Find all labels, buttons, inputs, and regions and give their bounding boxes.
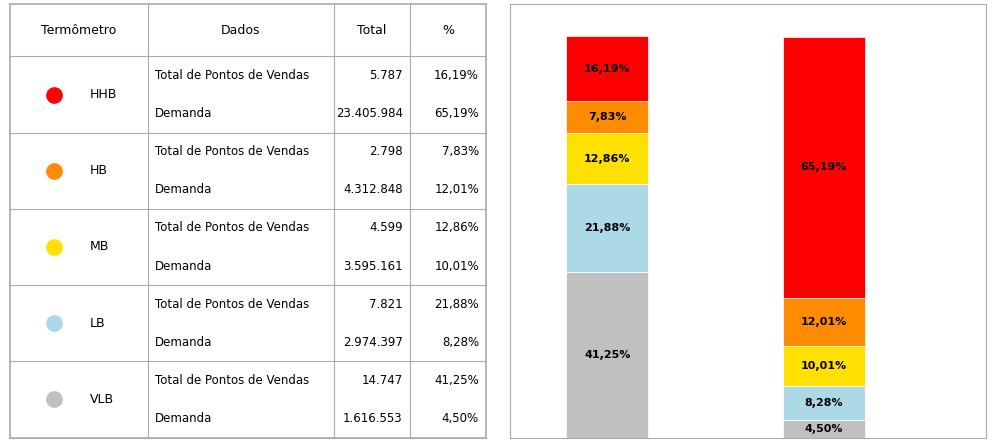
Bar — [783, 37, 865, 298]
Text: LB: LB — [90, 317, 106, 330]
Text: 4.312.848: 4.312.848 — [344, 183, 402, 196]
Text: 21,88%: 21,88% — [434, 297, 479, 311]
Text: 12,01%: 12,01% — [801, 317, 847, 327]
Text: Demanda: Demanda — [155, 107, 212, 120]
Text: 4.599: 4.599 — [370, 221, 402, 234]
Text: Dados: Dados — [221, 24, 261, 37]
Bar — [566, 272, 648, 438]
Text: %: % — [442, 24, 454, 37]
Bar — [566, 37, 648, 101]
Text: 3.595.161: 3.595.161 — [344, 259, 402, 273]
Text: 23.405.984: 23.405.984 — [336, 107, 402, 120]
Bar — [783, 386, 865, 419]
Text: 16,19%: 16,19% — [434, 69, 479, 82]
Text: 2.798: 2.798 — [370, 145, 402, 158]
Bar — [783, 346, 865, 386]
Text: 16,19%: 16,19% — [584, 64, 630, 74]
Text: Demanda: Demanda — [155, 183, 212, 196]
Text: 21,88%: 21,88% — [584, 223, 630, 233]
Text: HB: HB — [90, 164, 108, 177]
Bar — [783, 419, 865, 438]
Text: Total de Pontos de Vendas: Total de Pontos de Vendas — [155, 297, 310, 311]
Text: Total: Total — [358, 24, 386, 37]
Text: Termômetro: Termômetro — [42, 24, 117, 37]
Text: 4,50%: 4,50% — [442, 412, 479, 425]
Text: Total de Pontos de Vendas: Total de Pontos de Vendas — [155, 145, 310, 158]
Text: 4,50%: 4,50% — [805, 423, 843, 434]
Text: MB: MB — [90, 240, 110, 254]
Text: 14.747: 14.747 — [362, 374, 402, 387]
Text: 7,83%: 7,83% — [442, 145, 479, 158]
Text: HHB: HHB — [90, 88, 118, 101]
Text: 41,25%: 41,25% — [434, 374, 479, 387]
Text: 8,28%: 8,28% — [442, 336, 479, 349]
Text: 12,86%: 12,86% — [434, 221, 479, 234]
Text: 10,01%: 10,01% — [434, 259, 479, 273]
Text: 2.974.397: 2.974.397 — [343, 336, 402, 349]
Text: 5.787: 5.787 — [370, 69, 402, 82]
Text: 12,01%: 12,01% — [434, 183, 479, 196]
Text: Total de Pontos de Vendas: Total de Pontos de Vendas — [155, 221, 310, 234]
Bar — [566, 101, 648, 133]
Text: 8,28%: 8,28% — [805, 398, 843, 408]
Bar — [566, 184, 648, 272]
Bar — [783, 298, 865, 346]
Text: Demanda: Demanda — [155, 412, 212, 425]
Text: 7,83%: 7,83% — [588, 112, 626, 122]
Text: 7.821: 7.821 — [370, 297, 402, 311]
Text: Demanda: Demanda — [155, 336, 212, 349]
Text: Demanda: Demanda — [155, 259, 212, 273]
Text: 41,25%: 41,25% — [584, 350, 630, 360]
Text: Total de Pontos de Vendas: Total de Pontos de Vendas — [155, 374, 310, 387]
Text: 12,86%: 12,86% — [584, 153, 630, 164]
Text: 65,19%: 65,19% — [801, 162, 847, 172]
Bar — [566, 133, 648, 184]
Text: Total de Pontos de Vendas: Total de Pontos de Vendas — [155, 69, 310, 82]
Text: 10,01%: 10,01% — [801, 361, 847, 371]
Text: 65,19%: 65,19% — [434, 107, 479, 120]
Text: VLB: VLB — [90, 393, 115, 406]
Text: 1.616.553: 1.616.553 — [344, 412, 402, 425]
